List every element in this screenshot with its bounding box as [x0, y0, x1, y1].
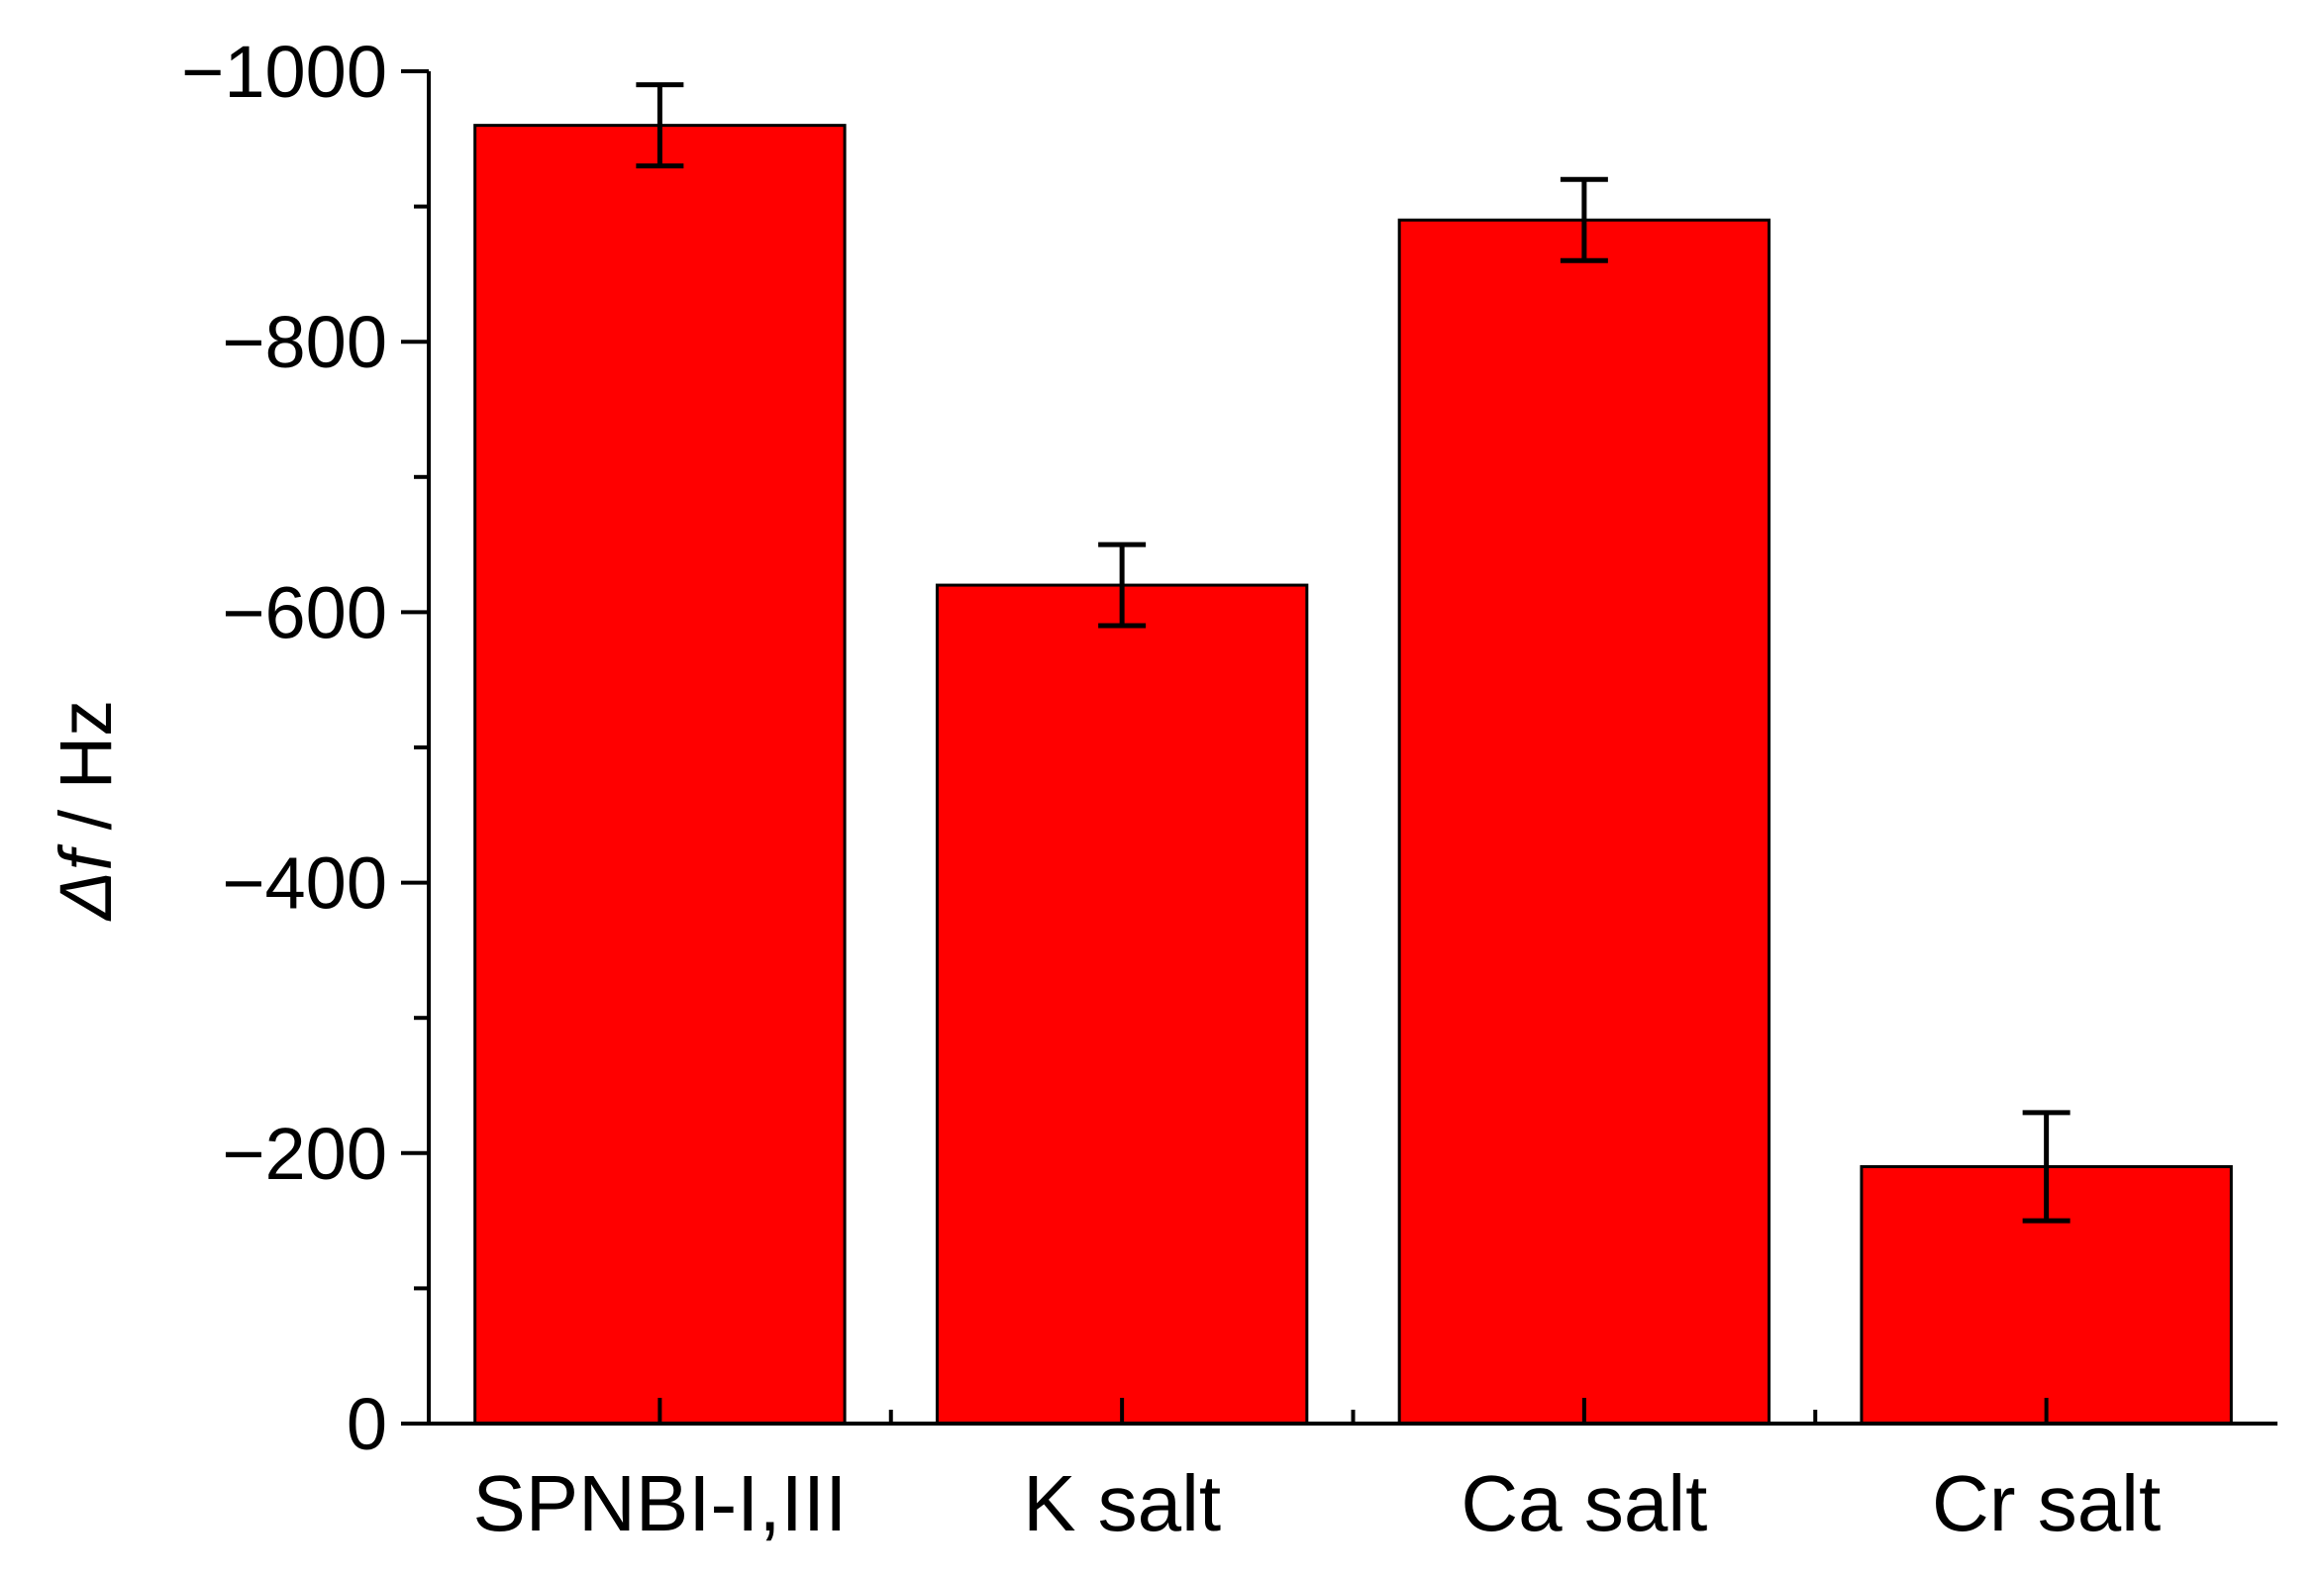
- y-axis-unit: / Hz: [45, 700, 127, 850]
- x-tick-label-1: K salt: [1023, 1459, 1221, 1547]
- y-tick-label-3: −600: [222, 571, 387, 653]
- bar-0: [473, 124, 847, 1426]
- y-tick-label-1: −200: [222, 1113, 387, 1195]
- y-tick-label-4: −800: [222, 301, 387, 383]
- error-bars-group: [636, 82, 2071, 1224]
- bars-group: [473, 124, 2233, 1426]
- bar-1: [935, 583, 1309, 1426]
- y-ticks-group: 0 −200 −400 −600 −800 −1000: [181, 31, 429, 1465]
- y-axis-title: Δf / Hz: [45, 700, 127, 922]
- error-bar-1: [1098, 542, 1147, 629]
- bar-2: [1397, 218, 1771, 1426]
- x-tick-label-0: SPNBI-I,III: [472, 1459, 847, 1547]
- error-bar-3: [2022, 1110, 2071, 1224]
- error-bar-2: [1560, 176, 1608, 263]
- y-tick-label-5: −1000: [181, 31, 387, 113]
- error-bar-0: [636, 82, 684, 169]
- y-axis-symbol: Δf: [45, 844, 127, 923]
- x-ticks-group: SPNBI-I,III K salt Ca salt Cr salt: [472, 1398, 2161, 1547]
- y-tick-label-0: 0: [347, 1383, 387, 1465]
- x-tick-label-2: Ca salt: [1461, 1459, 1707, 1547]
- y-tick-label-2: −400: [222, 842, 387, 925]
- x-tick-label-3: Cr salt: [1932, 1459, 2161, 1547]
